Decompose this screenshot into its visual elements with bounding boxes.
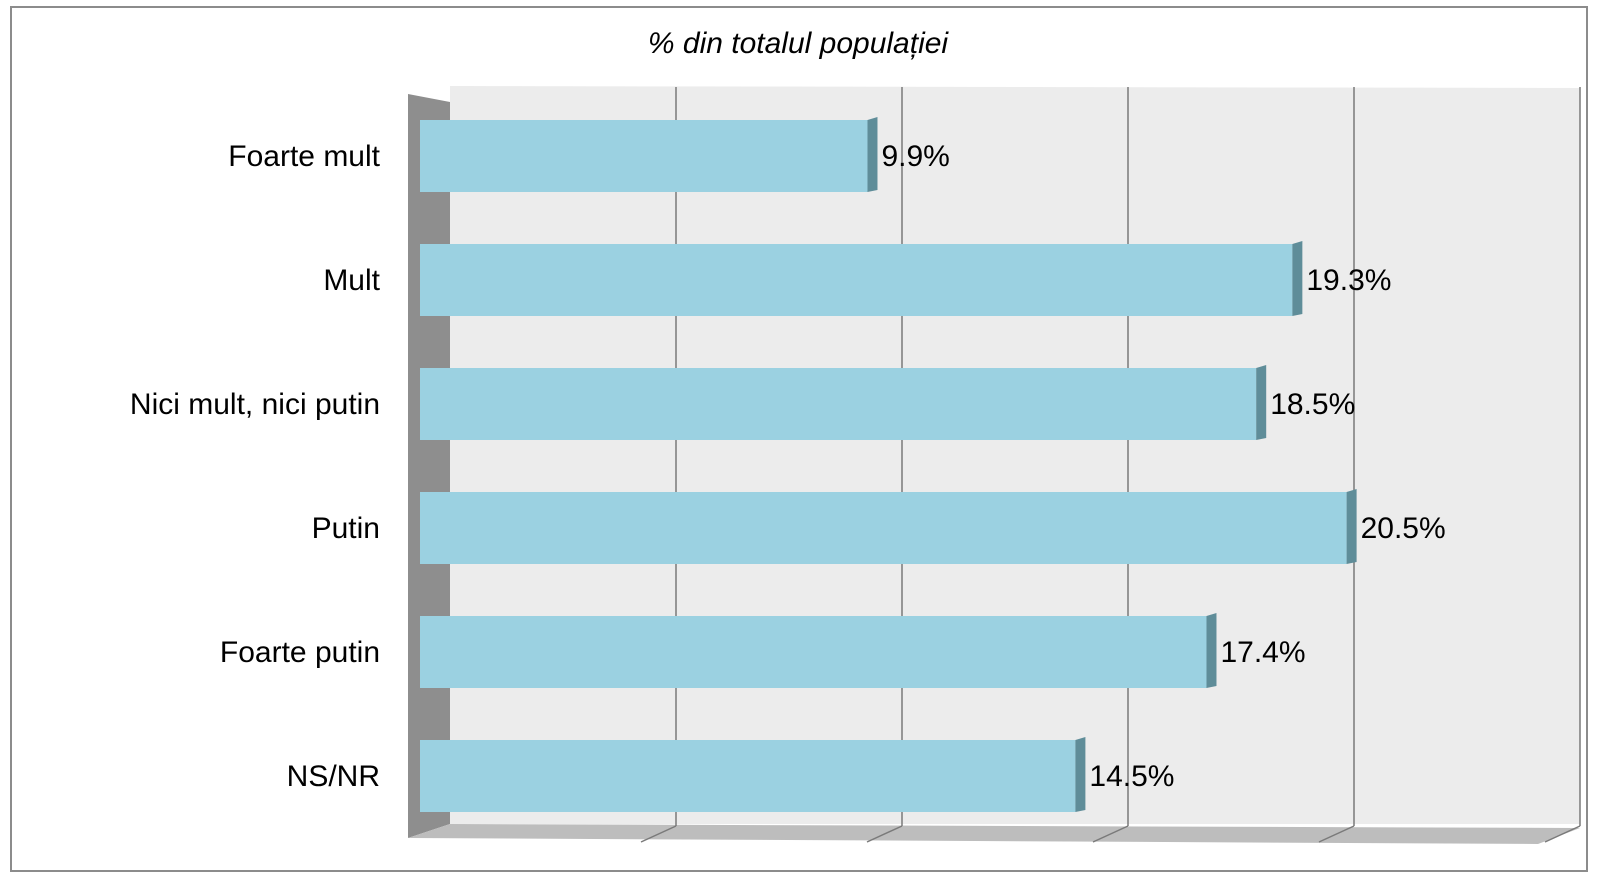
bar-side [1346, 489, 1357, 564]
bar [420, 368, 1257, 440]
data-label: 17.4% [1220, 636, 1305, 669]
value-labels: 9.9% 19.3% 18.5% 20.5% 17.4% 14.5% [881, 140, 1445, 793]
data-label: 18.5% [1270, 388, 1355, 421]
plot-back-wall [450, 86, 1580, 824]
category-label: NS/NR [287, 760, 380, 793]
bar-side [1256, 365, 1267, 440]
bar [420, 120, 868, 192]
plot-floor [408, 824, 1580, 844]
bar-side [867, 117, 878, 192]
bars [420, 117, 1357, 812]
bar [420, 244, 1293, 316]
category-label: Mult [323, 264, 380, 297]
bar [420, 492, 1347, 564]
category-label: Nici mult, nici putin [130, 388, 380, 421]
plot-left-wall [408, 94, 450, 838]
gridline-floor [1092, 825, 1129, 843]
bar [420, 740, 1076, 812]
bar-side [1292, 241, 1303, 316]
gridlines [640, 87, 1581, 843]
data-label: 9.9% [881, 140, 949, 173]
bar [420, 616, 1207, 688]
data-label: 19.3% [1306, 264, 1391, 297]
bar-side [1075, 737, 1086, 812]
category-labels: Foarte mult Mult Nici mult, nici putin Puti… [130, 140, 381, 793]
category-label: Foarte putin [220, 636, 380, 669]
data-label: 14.5% [1089, 760, 1174, 793]
bar-side [1206, 613, 1217, 688]
category-label: Foarte mult [228, 140, 380, 173]
gridline-floor [1544, 825, 1581, 843]
data-label: 20.5% [1361, 512, 1446, 545]
gridline-floor [640, 825, 677, 843]
category-label: Putin [312, 512, 380, 545]
gridline-floor [1318, 825, 1355, 843]
chart-title: % din totalul populației [648, 27, 950, 60]
gridline-floor [866, 825, 903, 843]
